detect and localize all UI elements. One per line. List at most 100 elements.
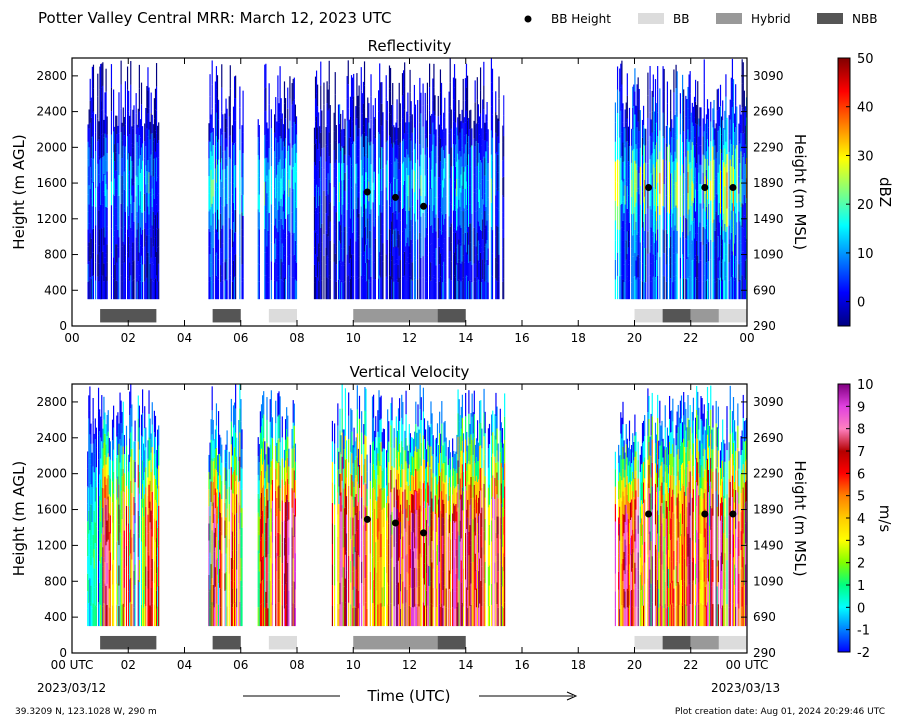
- heatmap-cell: [413, 149, 416, 171]
- heatmap-cell: [137, 203, 139, 224]
- heatmap-cell: [391, 182, 393, 203]
- heatmap-cell: [346, 98, 348, 121]
- heatmap-cell: [713, 119, 715, 140]
- heatmap-cell: [744, 222, 747, 242]
- heatmap-cell: [340, 225, 342, 244]
- heatmap-cell: [325, 230, 327, 248]
- heatmap-cell: [704, 246, 706, 265]
- heatmap-cell: [107, 561, 109, 583]
- heatmap-cell: [414, 182, 417, 202]
- heatmap-cell: [686, 199, 688, 220]
- heatmap-cell: [485, 169, 487, 189]
- heatmap-cell: [138, 111, 140, 136]
- heatmap-cell: [651, 257, 653, 279]
- heatmap-cell: [120, 60, 122, 85]
- heatmap-cell: [337, 492, 339, 515]
- heatmap-cell: [212, 264, 214, 283]
- heatmap-cell: [142, 160, 144, 179]
- heatmap-cell: [473, 138, 475, 157]
- heatmap-cell: [626, 276, 628, 300]
- heatmap-cell: [98, 174, 100, 193]
- heatmap-cell: [369, 265, 371, 283]
- heatmap-cell: [456, 161, 458, 179]
- heatmap-cell: [463, 171, 465, 190]
- heatmap-cell: [94, 480, 96, 502]
- heatmap-cell: [142, 507, 144, 532]
- heatmap-cell: [279, 419, 281, 443]
- heatmap-cell: [478, 171, 481, 190]
- heatmap-cell: [220, 607, 222, 627]
- heatmap-cell: [258, 589, 260, 608]
- heatmap-cell: [351, 604, 353, 627]
- heatmap-cell: [469, 129, 471, 149]
- heatmap-cell: [398, 82, 400, 105]
- heatmap-cell: [263, 579, 265, 603]
- heatmap-cell: [670, 110, 672, 132]
- heatmap-cell: [463, 281, 465, 300]
- heatmap-cell: [411, 206, 413, 226]
- heatmap-cell: [344, 208, 346, 228]
- heatmap-cell: [217, 199, 220, 220]
- heatmap-cell: [217, 119, 220, 140]
- heatmap-cell: [396, 159, 398, 180]
- heatmap-cell: [395, 228, 397, 247]
- heatmap-cell: [408, 246, 410, 264]
- heatmap-cell: [270, 109, 272, 129]
- heatmap-cell: [344, 190, 346, 209]
- heatmap-cell: [649, 89, 651, 113]
- heatmap-cell: [486, 240, 488, 260]
- heatmap-cell: [140, 255, 143, 278]
- heatmap-cell: [280, 178, 282, 199]
- heatmap-cell: [152, 141, 154, 160]
- heatmap-cell: [503, 115, 505, 137]
- heatmap-cell: [215, 89, 218, 113]
- heatmap-cell: [145, 606, 147, 627]
- heatmap-cell: [662, 229, 664, 253]
- heatmap-cell: [340, 280, 342, 300]
- heatmap-cell: [149, 139, 151, 158]
- x-tick-label: 06: [233, 331, 248, 345]
- heatmap-cell: [88, 147, 90, 167]
- heatmap-cell: [696, 279, 698, 300]
- heatmap-cell: [215, 403, 218, 426]
- heatmap-cell: [220, 494, 222, 513]
- heatmap-cell: [352, 99, 354, 122]
- heatmap-cell: [241, 247, 243, 265]
- heatmap-cell: [157, 547, 159, 568]
- heatmap-cell: [287, 172, 289, 194]
- heatmap-cell: [122, 468, 124, 492]
- heatmap-cell: [348, 155, 350, 174]
- heatmap-cell: [641, 173, 644, 192]
- heatmap-cell: [321, 129, 323, 149]
- heatmap-cell: [343, 567, 345, 587]
- heatmap-cell: [225, 444, 227, 463]
- heatmap-cell: [215, 229, 218, 253]
- heatmap-cell: [340, 113, 342, 133]
- heatmap-cell: [149, 246, 151, 264]
- heatmap-cell: [131, 195, 133, 213]
- heatmap-cell: [625, 102, 627, 123]
- heatmap-cell: [378, 111, 380, 133]
- heatmap-cell: [274, 206, 276, 226]
- heatmap-cell: [294, 461, 297, 481]
- heatmap-cell: [675, 64, 677, 89]
- heatmap-cell: [88, 579, 90, 604]
- heatmap-cell: [211, 84, 213, 109]
- heatmap-cell: [277, 120, 279, 143]
- heatmap-cell: [440, 147, 443, 170]
- heatmap-cell: [348, 392, 350, 416]
- heatmap-cell: [317, 84, 319, 107]
- heatmap-cell: [689, 139, 691, 163]
- heatmap-cell: [211, 530, 213, 555]
- heatmap-cell: [650, 155, 652, 174]
- heatmap-cell: [235, 432, 237, 457]
- heatmap-cell: [106, 562, 108, 584]
- heatmap-cell: [398, 104, 400, 127]
- heatmap-cell: [292, 277, 294, 300]
- heatmap-cell: [650, 173, 652, 192]
- heatmap-cell: [681, 276, 684, 300]
- heatmap-cell: [94, 522, 96, 544]
- heatmap-cell: [395, 193, 397, 211]
- heatmap-cell: [123, 262, 125, 281]
- heatmap-cell: [221, 228, 223, 253]
